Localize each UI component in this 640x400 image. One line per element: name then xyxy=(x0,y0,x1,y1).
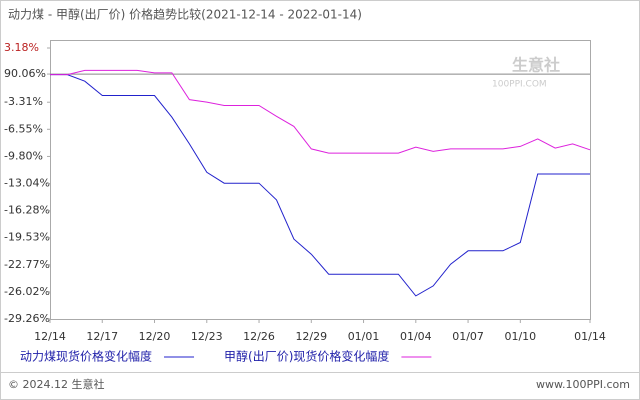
footer-right: www.100PPI.com xyxy=(536,378,630,391)
y-tick-label: 3.18% xyxy=(4,41,39,54)
x-tick-label: 12/26 xyxy=(243,330,275,343)
x-tick-label: 01/01 xyxy=(348,330,380,343)
x-tick-label: 01/04 xyxy=(400,330,432,343)
series-line xyxy=(50,69,591,154)
y-tick-label: -3.31% xyxy=(4,95,43,108)
y-tick-label: -29.26% xyxy=(4,312,50,325)
footer-left: © 2024.12 生意社 xyxy=(8,377,104,391)
x-tick-label: 01/10 xyxy=(504,330,536,343)
x-tick-label: 01/14 xyxy=(574,330,606,343)
plot-area xyxy=(50,40,591,320)
x-tick-label: 12/14 xyxy=(34,330,66,343)
y-tick-label: -19.53% xyxy=(4,231,50,244)
y-tick-label: -13.04% xyxy=(4,177,50,190)
x-tick-label: 12/23 xyxy=(191,330,223,343)
x-tick-label: 01/07 xyxy=(452,330,484,343)
legend-label: 动力煤现货价格变化幅度 xyxy=(20,349,152,364)
y-tick-label: -22.77% xyxy=(4,258,50,271)
y-tick-label: 90.06% xyxy=(4,67,46,80)
x-tick-label: 12/17 xyxy=(86,330,118,343)
series-line xyxy=(50,74,590,297)
watermark: 生意社 xyxy=(512,56,560,75)
y-tick-label: -26.02% xyxy=(4,285,50,298)
chart-title: 动力煤 - 甲醇(出厂价) 价格趋势比较(2021-12-14 - 2022-0… xyxy=(8,7,362,22)
y-tick-label: -9.80% xyxy=(4,149,43,162)
x-tick-label: 12/29 xyxy=(295,330,327,343)
y-tick-label: -16.28% xyxy=(4,204,50,217)
y-tick-label: -6.55% xyxy=(4,122,43,135)
watermark-url: 100PPI.COM xyxy=(492,80,547,90)
x-tick-label: 12/20 xyxy=(139,330,171,343)
legend-label: 甲醇(出厂价)现货价格变化幅度 xyxy=(224,349,389,364)
